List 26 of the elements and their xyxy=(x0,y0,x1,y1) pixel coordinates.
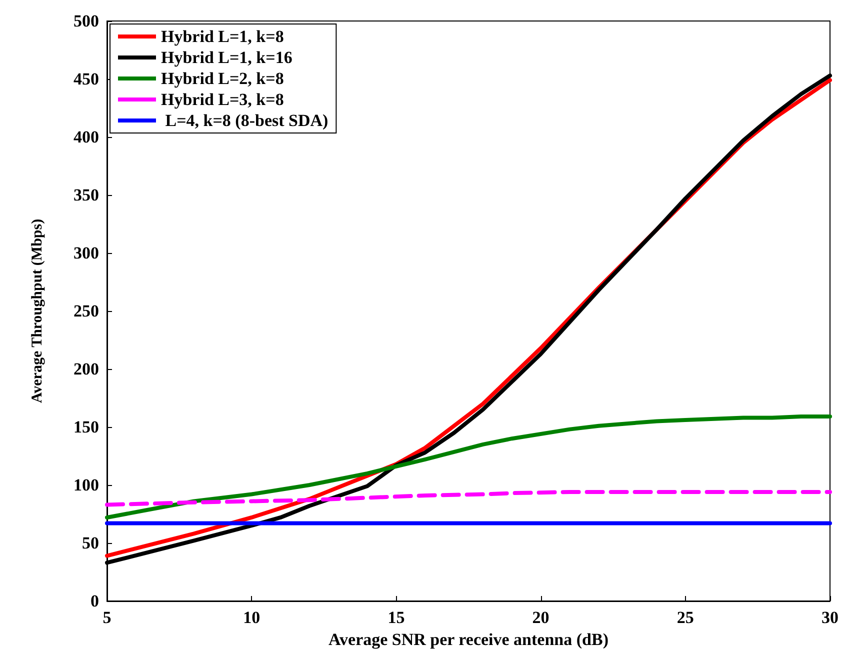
x-tick-label: 10 xyxy=(243,608,260,627)
legend-label: Hybrid L=1, k=8 xyxy=(161,27,284,46)
y-tick-label: 500 xyxy=(74,12,99,30)
y-tick-label: 350 xyxy=(74,186,99,204)
y-tick-label: 50 xyxy=(82,534,99,552)
line-series xyxy=(105,414,832,520)
x-tick-label: 5 xyxy=(102,608,112,627)
legend-label: Hybrid L=1, k=16 xyxy=(161,48,292,67)
y-tick-label: 200 xyxy=(74,360,99,378)
x-tick-label: 30 xyxy=(822,608,838,627)
legend-label: L=4, k=8 (8-best SDA) xyxy=(161,111,328,130)
x-tick-label: 20 xyxy=(532,608,550,627)
x-tick-label: 15 xyxy=(388,608,405,627)
y-tick-label: 250 xyxy=(74,302,99,320)
x-axis-title: Average SNR per receive antenna (dB) xyxy=(328,630,608,649)
legend-label: Hybrid L=2, k=8 xyxy=(161,69,284,88)
y-tick-label: 150 xyxy=(74,418,99,436)
y-tick-label: 450 xyxy=(74,70,99,88)
x-tick-label: 25 xyxy=(676,608,694,627)
y-tick-label: 400 xyxy=(74,128,99,146)
y-tick-label: 100 xyxy=(74,476,99,494)
line-series xyxy=(105,490,832,507)
y-tick-label: 0 xyxy=(90,592,99,610)
legend-label: Hybrid L=3, k=8 xyxy=(161,90,284,109)
y-axis-title: Average Throughput (Mbps) xyxy=(30,218,46,404)
y-tick-label: 300 xyxy=(74,244,99,262)
